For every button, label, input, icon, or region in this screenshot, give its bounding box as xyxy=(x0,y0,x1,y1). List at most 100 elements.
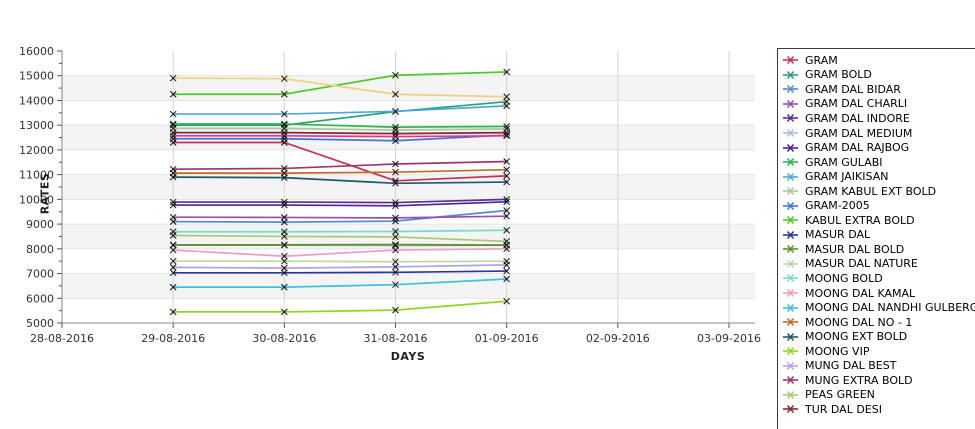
y-tick-label: 11000 xyxy=(19,169,54,182)
data-point-x-marker xyxy=(503,131,511,139)
data-point-x-marker xyxy=(392,268,399,276)
series-line xyxy=(173,176,507,185)
data-point-x-marker xyxy=(169,269,177,277)
legend-item-label: GRAM xyxy=(805,53,838,67)
x-tick-label: 31-08-2016 xyxy=(364,332,428,345)
legend-line-x-marker-icon xyxy=(783,114,798,123)
data-point-x-marker xyxy=(392,281,399,289)
y-tick-label: 8000 xyxy=(26,243,54,256)
legend-item: MOONG BOLD xyxy=(783,271,975,286)
legend-item-label: MUNG EXTRA BOLD xyxy=(805,373,913,387)
legend-line-x-marker-icon xyxy=(783,361,798,370)
y-tick-label: 15000 xyxy=(19,70,54,83)
data-point-x-marker xyxy=(169,74,177,82)
legend-item-label: PEAS GREEN xyxy=(805,388,875,402)
data-point-x-marker xyxy=(392,241,399,248)
legend-line-x-marker-icon xyxy=(783,289,798,298)
data-point-x-marker xyxy=(503,102,511,110)
legend-item: MOONG DAL NANDHI GULBERGA xyxy=(783,300,975,315)
series-line xyxy=(173,123,507,129)
data-point-x-marker xyxy=(503,68,511,76)
legend-item-label: GRAM DAL RAJBOG xyxy=(805,141,910,155)
data-point-x-marker xyxy=(169,165,177,173)
legend-item-label: MASUR DAL BOLD xyxy=(805,242,905,256)
legend-line-x-marker-icon xyxy=(783,405,798,414)
series-line xyxy=(173,215,507,219)
data-point-x-marker xyxy=(503,267,511,275)
legend-item: GRAM xyxy=(783,53,975,68)
legend-item: GRAM DAL INDORE xyxy=(783,111,975,126)
legend-line-x-marker-icon xyxy=(783,56,798,65)
legend-item-label: GRAM JAIKISAN xyxy=(805,170,889,184)
data-point-x-marker xyxy=(392,202,399,210)
data-point-x-marker xyxy=(392,258,399,266)
data-point-x-marker xyxy=(280,110,288,118)
legend-item: MOONG VIP xyxy=(783,344,975,359)
legend-item-label: MUNG DAL BEST xyxy=(805,359,897,373)
data-point-x-marker xyxy=(169,201,177,209)
y-tick-label: 7000 xyxy=(26,268,54,281)
data-point-x-marker xyxy=(503,261,511,269)
data-point-x-marker xyxy=(280,129,288,136)
legend-line-x-marker-icon xyxy=(783,216,798,225)
legend-item: MOONG EXT BOLD xyxy=(783,329,975,344)
data-point-x-marker xyxy=(392,233,399,241)
data-point-x-marker xyxy=(392,160,399,168)
series-line xyxy=(173,141,507,182)
legend-item: MASUR DAL BOLD xyxy=(783,242,975,257)
y-tick-label: 12000 xyxy=(19,144,54,157)
legend-item-label: MASUR DAL xyxy=(805,228,871,242)
legend-item: GRAM GULABI xyxy=(783,155,975,170)
legend-item: MUNG EXTRA BOLD xyxy=(783,373,975,388)
data-point-x-marker xyxy=(503,226,511,234)
legend-line-x-marker-icon xyxy=(783,390,798,399)
data-point-x-marker xyxy=(169,213,177,221)
data-point-x-marker xyxy=(392,199,399,206)
data-point-x-marker xyxy=(392,130,399,137)
legend-item-label: MOONG EXT BOLD xyxy=(805,330,908,344)
data-point-x-marker xyxy=(392,306,399,314)
series-line xyxy=(173,300,507,313)
y-tick-label: 9000 xyxy=(26,218,54,231)
x-tick-label: 02-09-2016 xyxy=(586,332,650,345)
legend-item: MOONG DAL KAMAL xyxy=(783,286,975,301)
data-point-x-marker xyxy=(392,107,399,115)
legend-box: GRAM GRAM BOLD GRAM DAL BIDAR GRAM DAL CHAR… xyxy=(777,48,975,429)
data-point-x-marker xyxy=(503,238,511,245)
plot-band xyxy=(62,273,755,299)
data-point-x-marker xyxy=(169,135,177,143)
data-point-x-marker xyxy=(280,283,288,291)
legend-item-label: TUR DAL DESI xyxy=(805,402,882,416)
data-point-x-marker xyxy=(503,178,511,186)
legend-item-label: MOONG BOLD xyxy=(805,271,883,285)
data-point-x-marker xyxy=(503,297,511,305)
data-point-x-marker xyxy=(280,198,288,206)
data-point-x-marker xyxy=(169,173,177,181)
series-line xyxy=(173,100,507,127)
data-point-x-marker xyxy=(503,212,511,220)
data-point-x-marker xyxy=(280,257,288,265)
data-point-x-marker xyxy=(503,93,511,101)
legend-item-label: MASUR DAL NATURE xyxy=(805,257,918,271)
data-point-x-marker xyxy=(503,172,511,180)
legend-item: GRAM JAIKISAN xyxy=(783,169,975,184)
legend-item-label: GRAM GULABI xyxy=(805,155,883,169)
data-point-x-marker xyxy=(280,135,288,143)
series-line xyxy=(173,134,507,142)
series-line xyxy=(173,168,507,175)
legend-line-x-marker-icon xyxy=(783,201,798,210)
legend-item-label: MOONG DAL NO - 1 xyxy=(805,315,913,329)
y-tick-label: 10000 xyxy=(19,193,54,206)
legend-line-x-marker-icon xyxy=(783,245,798,254)
legend-item: GRAM DAL MEDIUM xyxy=(783,126,975,141)
data-point-x-marker xyxy=(169,283,177,291)
legend-item-label: GRAM DAL INDORE xyxy=(805,111,910,125)
data-point-x-marker xyxy=(280,214,288,221)
legend-item-label: GRAM DAL CHARLI xyxy=(805,97,908,111)
legend-item-label: MOONG DAL KAMAL xyxy=(805,286,916,300)
data-point-x-marker xyxy=(392,71,399,79)
x-axis-title: DAYS xyxy=(390,350,426,363)
legend-item: MUNG DAL BEST xyxy=(783,358,975,373)
legend-item: GRAM KABUL EXT BOLD xyxy=(783,184,975,199)
